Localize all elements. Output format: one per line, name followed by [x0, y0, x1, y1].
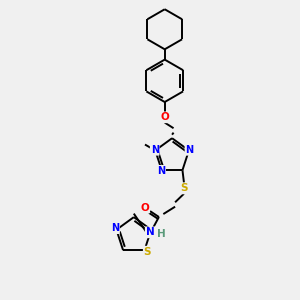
Text: N: N: [151, 145, 159, 155]
Text: S: S: [180, 183, 188, 194]
Text: N: N: [111, 223, 119, 233]
Text: N: N: [146, 227, 154, 237]
Text: N: N: [157, 166, 165, 176]
Text: O: O: [160, 112, 169, 122]
Text: S: S: [144, 247, 151, 256]
Text: O: O: [140, 202, 149, 213]
Text: H: H: [157, 229, 166, 239]
Text: N: N: [185, 145, 194, 155]
